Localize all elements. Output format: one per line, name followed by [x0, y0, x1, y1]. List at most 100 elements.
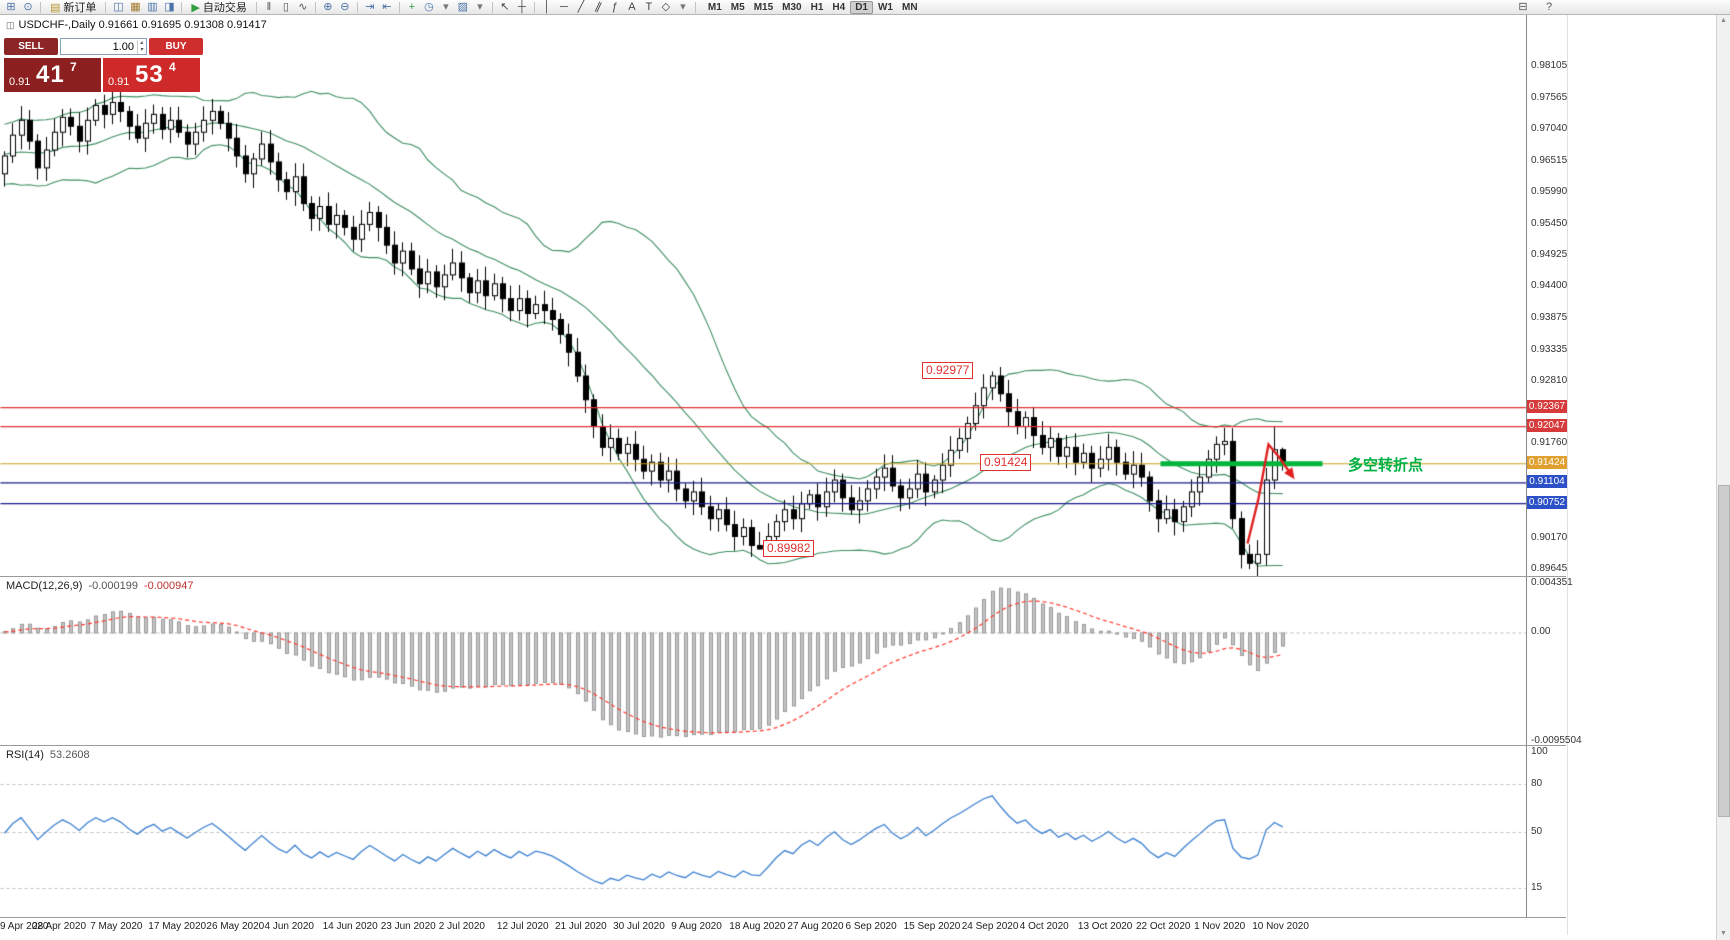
- price-label-low[interactable]: 0.89982: [763, 539, 815, 557]
- data-window-icon[interactable]: ◨: [164, 0, 175, 13]
- chart-shift-icon[interactable]: ⇤: [382, 0, 392, 13]
- scroll-down-icon[interactable]: ▼: [1720, 930, 1727, 937]
- macd-splitter[interactable]: [0, 576, 1566, 577]
- rsi-name: RSI(14): [6, 749, 44, 761]
- toolbar-separator: [694, 1, 696, 13]
- market-watch-icon[interactable]: ▥: [147, 0, 158, 13]
- shapes-dropdown-icon[interactable]: ▾: [680, 0, 686, 13]
- crosshair-icon[interactable]: ┼: [517, 0, 526, 13]
- vertical-line-icon[interactable]: │: [543, 0, 551, 13]
- templates-dropdown-icon[interactable]: ▾: [477, 0, 483, 13]
- line-chart-icon[interactable]: ∿: [298, 0, 308, 13]
- price-tick-label: 0.94925: [1531, 249, 1568, 261]
- text-icon[interactable]: A: [628, 0, 636, 13]
- zoom-in-icon[interactable]: ⊕: [323, 0, 333, 13]
- rsi-value: 53.2608: [49, 749, 90, 761]
- label-icon[interactable]: T: [645, 0, 653, 13]
- fibonacci-icon[interactable]: ƒ: [611, 0, 618, 13]
- date-tick-label: 17 May 2020: [148, 921, 207, 932]
- toolbar-separator: [533, 1, 535, 13]
- periods-icon[interactable]: ◷: [424, 0, 434, 13]
- price-tick-label: 0.91760: [1531, 437, 1568, 449]
- auto-trading-button[interactable]: ▶ 自动交易: [186, 1, 251, 15]
- timeframe-button-m30[interactable]: M30: [782, 1, 802, 13]
- date-tick-label: 30 Jul 2020: [613, 921, 665, 932]
- buy-button[interactable]: BUY: [149, 38, 203, 55]
- stepper-down-icon[interactable]: ▾: [139, 46, 143, 53]
- new-order-button-label: 新订单: [63, 2, 97, 14]
- toolbar-separator: [255, 1, 257, 13]
- price-tick-label: 0.93335: [1531, 343, 1568, 355]
- timeframe-button-h1[interactable]: H1: [810, 1, 824, 13]
- macd-value-signal: -0.000947: [143, 580, 194, 592]
- zoom-out-icon[interactable]: ⊖: [340, 0, 350, 13]
- toolbar-separator: [181, 1, 183, 13]
- candlestick-chart-icon[interactable]: ▯: [282, 0, 289, 13]
- rsi-tick-label: 100: [1531, 746, 1548, 757]
- volume-value: 1.00: [112, 40, 134, 53]
- macd-name: MACD(12,26,9): [6, 580, 83, 592]
- buy-price-tile[interactable]: 0.91 53 4: [103, 58, 200, 92]
- channel-icon[interactable]: ∥: [593, 0, 604, 14]
- price-axis-badge: 0.91424: [1527, 456, 1567, 470]
- chart-preview-icon[interactable]: ⊙: [23, 0, 33, 13]
- price-chart-canvas[interactable]: [0, 15, 1526, 576]
- cursor-icon[interactable]: ↖: [500, 0, 510, 13]
- price-label-mid[interactable]: 0.91424: [980, 454, 1032, 472]
- price-tick-label: 0.89645: [1531, 563, 1568, 575]
- rsi-label: RSI(14) 53.2608: [6, 749, 90, 761]
- one-click-trading-panel: SELL 1.00 ▴ ▾ BUY 0.91 41 7 0.91 53 4: [4, 38, 203, 92]
- timeframe-button-m1[interactable]: M1: [707, 1, 722, 13]
- toolbar-separator: [398, 1, 400, 13]
- date-tick-label: 14 Jun 2020: [322, 921, 378, 932]
- time-axis[interactable]: 9 Apr 2020 28 Apr 2020 7 May 2020 17 May 20…: [0, 917, 1566, 937]
- volume-input[interactable]: 1.00 ▴ ▾: [60, 38, 147, 55]
- auto-scroll-icon[interactable]: ⇥: [365, 0, 375, 13]
- date-tick-label: 26 May 2020: [206, 921, 265, 932]
- periods-dropdown-icon[interactable]: ▾: [443, 0, 449, 13]
- timeframe-button-mn[interactable]: MN: [901, 1, 918, 13]
- price-axis[interactable]: 0.98105 0.97565 0.97040 0.96515 0.95990 0.954…: [1526, 15, 1582, 935]
- price-tick-label: 0.97040: [1531, 123, 1568, 135]
- price-tick-label: 0.93875: [1531, 311, 1568, 323]
- price-tick-label: 0.98105: [1531, 60, 1568, 71]
- sell-price-sup: 7: [70, 60, 77, 74]
- price-axis-badge: 0.92047: [1527, 419, 1567, 433]
- timeframe-button-m15[interactable]: M15: [753, 1, 774, 13]
- profiles-icon[interactable]: ▦: [130, 0, 141, 13]
- sell-price-tile[interactable]: 0.91 41 7: [4, 58, 101, 92]
- turning-point-text[interactable]: 多空转折点: [1348, 457, 1424, 475]
- indicators-icon[interactable]: +: [408, 0, 416, 13]
- auto-trading-button-label: 自动交易: [202, 2, 247, 14]
- macd-value-main: -0.000199: [88, 580, 138, 592]
- bar-chart-icon[interactable]: ‖: [266, 0, 272, 13]
- symbol-info: ◫ USDCHF-,Daily 0.91661 0.91695 0.91308 …: [6, 19, 267, 31]
- rsi-splitter[interactable]: [0, 745, 1566, 746]
- scrollbar-thumb[interactable]: [1718, 485, 1730, 817]
- volume-stepper[interactable]: ▴ ▾: [136, 39, 145, 54]
- date-tick-label: 13 Oct 2020: [1077, 921, 1133, 932]
- print-icon[interactable]: ⊟: [1518, 0, 1528, 13]
- vertical-scrollbar[interactable]: ▲ ▼: [1716, 15, 1730, 940]
- rsi-tick-label: 50: [1531, 826, 1543, 837]
- timeframe-button-d1[interactable]: D1: [850, 0, 873, 14]
- new-chart-icon[interactable]: ⊞: [6, 0, 16, 13]
- sell-button[interactable]: SELL: [4, 38, 58, 55]
- timeframe-button-m5[interactable]: M5: [730, 1, 745, 13]
- macd-label: MACD(12,26,9) -0.000199 -0.000947: [6, 580, 194, 592]
- macd-canvas[interactable]: [0, 577, 1526, 745]
- stepper-up-icon[interactable]: ▴: [139, 39, 143, 46]
- shapes-icon[interactable]: ◇: [661, 0, 671, 13]
- price-label-high[interactable]: 0.92977: [922, 361, 974, 379]
- new-order-button[interactable]: ▤ 新订单: [45, 1, 101, 15]
- buy-price-big: 53: [135, 61, 164, 88]
- templates-icon[interactable]: ▨: [457, 0, 469, 13]
- rsi-canvas[interactable]: [0, 746, 1526, 917]
- horizontal-line-icon[interactable]: ─: [559, 0, 568, 13]
- help-icon[interactable]: ?: [1545, 0, 1553, 13]
- scroll-up-icon[interactable]: ▲: [1720, 17, 1727, 24]
- timeframe-button-h4[interactable]: H4: [832, 1, 846, 13]
- charts-icon[interactable]: ◫: [113, 0, 124, 13]
- timeframe-button-w1[interactable]: W1: [877, 1, 893, 13]
- trendline-icon[interactable]: ╱: [577, 0, 585, 13]
